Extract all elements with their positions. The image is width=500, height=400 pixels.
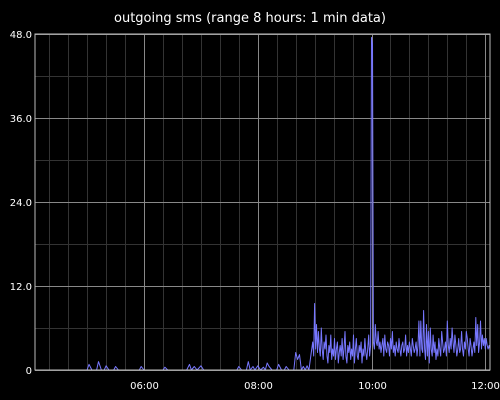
x-tick-label: 08:00 (244, 381, 273, 392)
plot-frame (34, 33, 491, 371)
x-tick-label: 10:00 (358, 381, 387, 392)
x-axis-tick-labels: 06:00 08:00 10:00 12:00 (130, 381, 500, 392)
x-tick-label: 06:00 (130, 381, 159, 392)
y-tick-label: 12.0 (10, 282, 32, 293)
x-tick-label: 12:00 (471, 381, 500, 392)
y-tick-label: 0 (26, 366, 32, 377)
y-tick-label: 48.0 (10, 30, 32, 41)
y-axis-tick-labels: 0 12.0 24.0 36.0 48.0 (10, 30, 32, 377)
y-tick-label: 36.0 (10, 114, 32, 125)
y-tick-label: 24.0 (10, 198, 32, 209)
chart-title: outgoing sms (range 8 hours: 1 min data) (114, 11, 386, 26)
